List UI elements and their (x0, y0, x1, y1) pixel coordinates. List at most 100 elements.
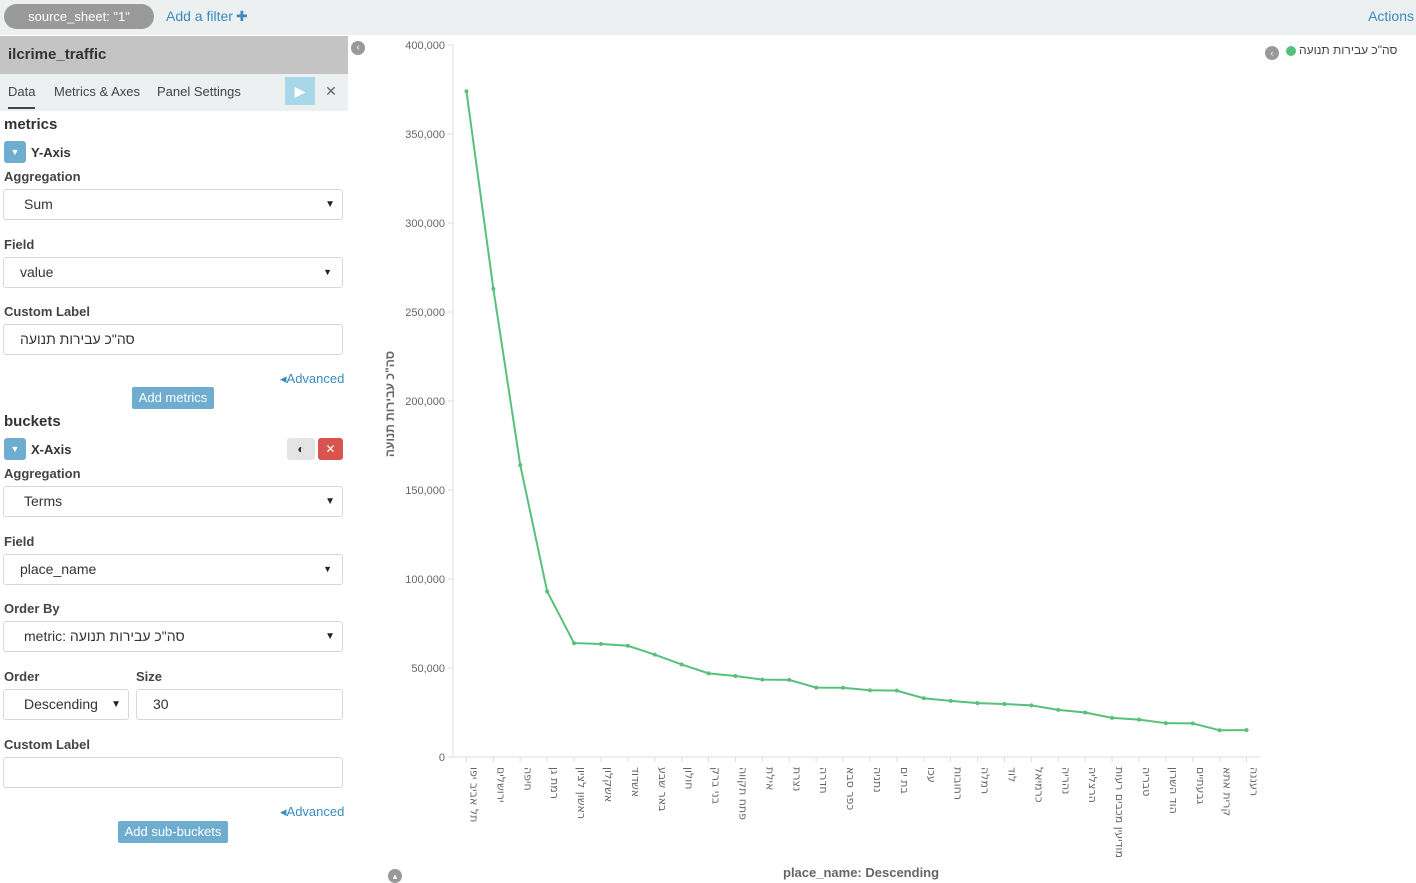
actions-link[interactable]: Actions (1368, 8, 1414, 24)
filter-bar: source_sheet: "1" Add a filter ✚ Actions (0, 0, 1416, 35)
tab-metrics-axes[interactable]: Metrics & Axes (54, 84, 140, 99)
legend-color-dot (1286, 46, 1296, 56)
add-sub-buckets-button[interactable]: Add sub-buckets (118, 821, 228, 843)
y-tick-label: 250,000 (405, 307, 445, 319)
x-tick-label: חולון (683, 767, 696, 789)
legend-series-label[interactable]: סה"כ עבירות תנועה (1299, 43, 1398, 57)
data-point (1002, 701, 1007, 706)
x-tick-label: נהריה (1059, 767, 1072, 794)
x-tick-label: רמלה (979, 767, 992, 794)
caret-down-icon: ▼ (109, 690, 121, 719)
metric-custom-label-label: Custom Label (4, 304, 90, 319)
y-axis-agg-name: Y-Axis (31, 145, 71, 160)
x-tick-label: ראשון לציון (575, 767, 588, 819)
data-point (1083, 710, 1088, 715)
y-axis-title-wrap: סה"כ עבירות תנועה (380, 351, 400, 457)
caret-down-icon: ▼ (323, 564, 332, 574)
data-point (867, 688, 872, 693)
size-value: 30 (153, 696, 169, 712)
line-chart: 0 50,000 100,000 150,000 200,000 250,000 300,0… (405, 40, 1261, 858)
data-point (841, 685, 846, 690)
x-tick-label: נתניה (871, 767, 884, 793)
data-point (652, 652, 657, 657)
caret-down-icon: ▼ (325, 199, 335, 210)
data-point (598, 641, 603, 646)
add-metrics-button[interactable]: Add metrics (132, 387, 214, 409)
x-tick-label: קרית אתא (1221, 767, 1234, 816)
order-label: Order (4, 669, 40, 684)
chevron-up-icon[interactable]: ▴ (388, 869, 402, 883)
bucket-advanced-link[interactable]: ◂Advanced (280, 804, 345, 819)
bucket-advanced-label: Advanced (286, 804, 345, 819)
size-input[interactable]: 30 (136, 689, 343, 720)
x-tick-label: מודיעין מכבים רעות (1113, 767, 1126, 858)
metrics-title: metrics (4, 116, 58, 133)
y-tick-label: 100,000 (405, 574, 445, 586)
data-point (948, 698, 953, 703)
bucket-aggregation-label: Aggregation (4, 466, 81, 481)
x-tick-label: הוד השרון (1167, 767, 1180, 814)
metric-custom-label-input[interactable]: סה"כ עבירות תנועה (3, 324, 343, 355)
y-tick-label: 200,000 (405, 396, 445, 408)
bucket-aggregation-select[interactable]: Terms ▼ (3, 486, 343, 517)
data-point (894, 688, 899, 693)
data-point (760, 677, 765, 682)
x-tick-label: גבעתיים (1194, 767, 1207, 805)
x-tick-label: אשדוד (629, 767, 642, 797)
bucket-custom-label-input[interactable] (3, 757, 343, 788)
data-point (1136, 717, 1141, 722)
x-tick-label: ירושלים (494, 767, 507, 802)
x-tick-label: רחובות (952, 767, 965, 800)
metric-field-value: value (20, 264, 54, 280)
data-point (1056, 707, 1061, 712)
x-tick-label: טבריה (1140, 767, 1153, 796)
bucket-field-value: place_name (20, 561, 97, 577)
y-tick-label: 0 (439, 752, 445, 764)
close-icon[interactable]: ✕ (317, 77, 345, 105)
order-by-label: Order By (4, 601, 60, 616)
chevron-left-icon[interactable]: ‹ (1265, 46, 1279, 60)
metric-aggregation-select[interactable]: Sum ▼ (3, 189, 343, 220)
data-point (572, 641, 577, 646)
tab-panel-settings[interactable]: Panel Settings (157, 84, 241, 99)
add-filter-link[interactable]: Add a filter ✚ (166, 8, 248, 25)
chevron-left-icon[interactable]: ‹ (351, 41, 365, 55)
x-tick-label: בני ברק (710, 767, 723, 804)
metric-field-select[interactable]: value ▼ (3, 257, 343, 288)
y-tick-label: 400,000 (405, 40, 445, 52)
order-by-select[interactable]: metric: סה"כ עבירות תנועה ▼ (3, 621, 343, 652)
x-tick-label: רעננה (1248, 767, 1261, 796)
order-by-value: metric: סה"כ עבירות תנועה (24, 628, 185, 644)
x-tick-label: חיפה (521, 767, 534, 791)
bucket-field-label: Field (4, 534, 35, 549)
bucket-custom-label-label: Custom Label (4, 737, 90, 752)
data-point (1244, 728, 1249, 733)
data-point (518, 463, 523, 468)
toggle-icon[interactable]: ◐ (287, 438, 315, 460)
data-point (1190, 721, 1195, 726)
caret-down-icon: ▼ (325, 631, 335, 642)
data-point (1163, 721, 1168, 726)
filter-pill[interactable]: source_sheet: "1" (4, 4, 154, 29)
close-icon[interactable]: ✕ (318, 438, 343, 460)
bucket-field-select[interactable]: place_name ▼ (3, 554, 343, 585)
tab-data[interactable]: Data (8, 84, 36, 109)
x-tick-label: בת ים (898, 767, 911, 794)
x-tick-label: תל אביב יפו (467, 767, 480, 822)
y-tick-label: 300,000 (405, 218, 445, 230)
caret-down-icon: ▼ (325, 496, 335, 507)
y-axis-title: סה"כ עבירות תנועה (383, 350, 397, 458)
play-icon[interactable]: ▶ (285, 77, 315, 105)
caret-down-icon[interactable]: ▼ (4, 438, 26, 460)
data-point (545, 589, 550, 594)
metric-advanced-link[interactable]: ◂Advanced (280, 371, 345, 386)
order-select[interactable]: Descending ▼ (3, 689, 129, 720)
caret-down-icon[interactable]: ▼ (4, 141, 26, 163)
x-tick-label: אשקלון (602, 767, 615, 802)
data-point (706, 671, 711, 676)
bucket-aggregation-value: Terms (24, 493, 63, 509)
x-tick-label: עכו (925, 767, 938, 783)
x-tick-label: כפר סבא (844, 767, 857, 810)
x-tick-label: פתח תקווה (736, 767, 749, 820)
plus-icon: ✚ (235, 8, 248, 24)
